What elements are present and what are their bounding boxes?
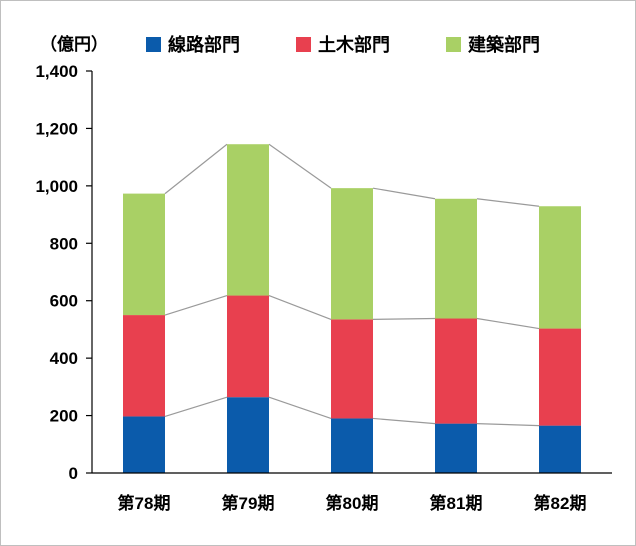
- connector-line: [372, 317, 436, 320]
- legend-label: 建築部門: [468, 34, 540, 55]
- x-tick-label: 第78期: [118, 493, 171, 513]
- y-tick-label: 1,000: [35, 177, 78, 196]
- legend-swatch: [296, 37, 311, 52]
- bar-segment: [123, 315, 165, 417]
- y-tick-label: 200: [50, 407, 78, 426]
- connector-line: [476, 198, 540, 207]
- x-tick-label: 第81期: [430, 493, 483, 513]
- bar-segment: [539, 328, 581, 426]
- bar-segment: [227, 397, 269, 473]
- bar-segment: [435, 423, 477, 473]
- x-tick-label: 第79期: [222, 493, 275, 513]
- bar-segment: [435, 318, 477, 424]
- bar-segment: [539, 206, 581, 329]
- connector-line: [372, 187, 436, 200]
- y-tick-label: 400: [50, 349, 78, 368]
- connector-line: [164, 396, 228, 418]
- y-tick-label: 1,400: [35, 62, 78, 81]
- bar-segment: [123, 193, 165, 316]
- connector-line: [476, 317, 540, 330]
- bar-segment: [123, 416, 165, 473]
- connector-line: [164, 294, 228, 316]
- connector-line: [372, 417, 436, 425]
- connector-line: [268, 294, 332, 320]
- bar-segment: [331, 418, 373, 473]
- connector-line: [476, 423, 540, 427]
- y-tick-label: 600: [50, 292, 78, 311]
- bar-segment: [435, 198, 477, 319]
- bars: [123, 144, 581, 473]
- y-tick-label: 0: [69, 464, 78, 483]
- y-tick-label: 1,200: [35, 119, 78, 138]
- unit-label: （億円）: [40, 34, 108, 54]
- bar-segment: [331, 188, 373, 320]
- legend: 線路部門 土木部門 建築部門: [146, 34, 540, 55]
- bar-segment: [331, 319, 373, 419]
- connector-line: [164, 143, 228, 195]
- y-axis: 0 200 400 600 800 1,000 1,200 1,400: [35, 62, 93, 483]
- y-tick-label: 800: [50, 234, 78, 253]
- bar-segment: [227, 144, 269, 296]
- x-tick-label: 第80期: [326, 493, 379, 513]
- connector-lines: [164, 143, 540, 427]
- bar-segment: [539, 425, 581, 473]
- connector-line: [268, 396, 332, 420]
- legend-swatch: [146, 37, 161, 52]
- x-tick-label: 第82期: [534, 493, 587, 513]
- x-axis: 第78期 第79期 第80期 第81期 第82期: [92, 472, 612, 513]
- legend-label: 土木部門: [318, 34, 390, 55]
- connector-line: [268, 143, 332, 189]
- legend-swatch: [446, 37, 461, 52]
- legend-label: 線路部門: [168, 34, 240, 55]
- bar-segment: [227, 295, 269, 398]
